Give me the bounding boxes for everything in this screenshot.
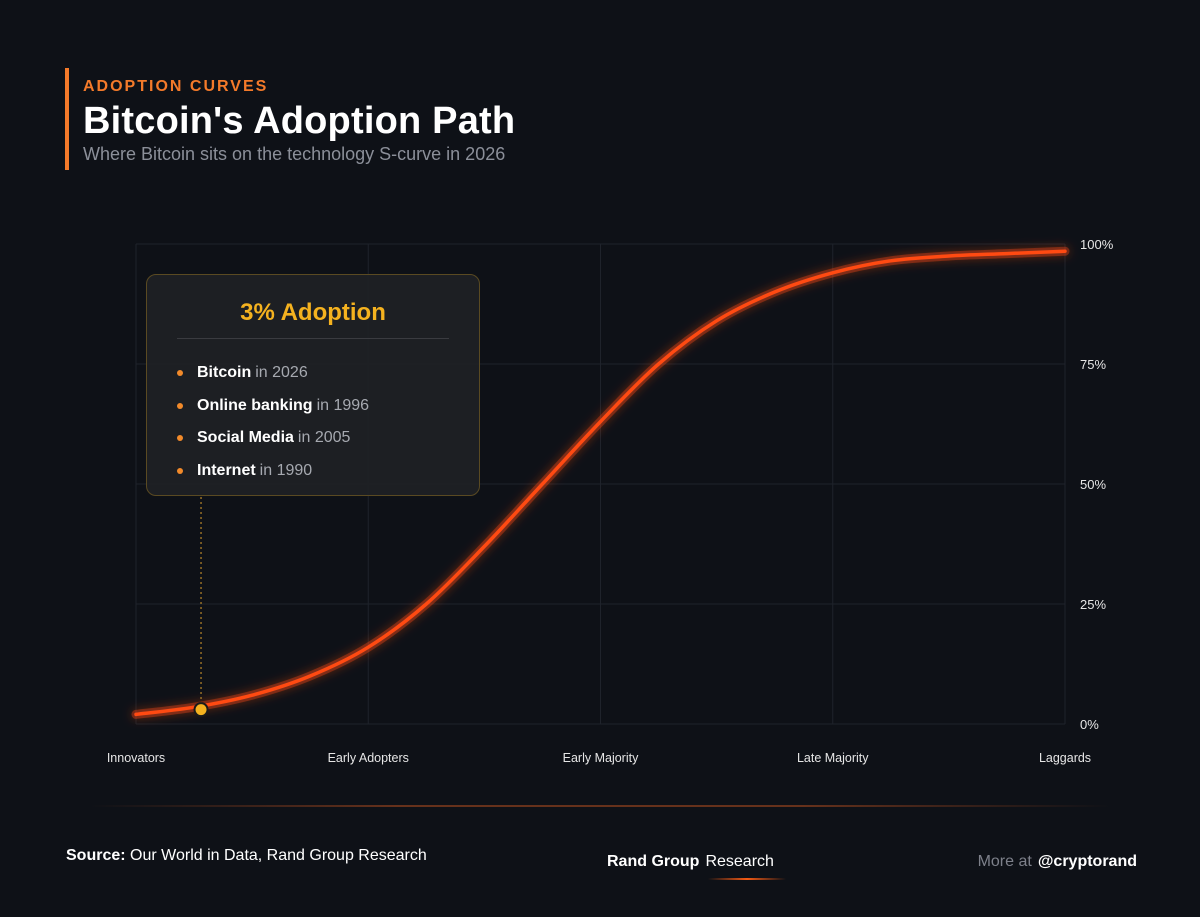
callout-title: 3% Adoption [240, 299, 386, 326]
chart-kicker: ADOPTION CURVES [83, 78, 269, 95]
x-tick-label: Early Majority [563, 751, 639, 765]
highlight-point [193, 702, 209, 718]
x-tick-label: Laggards [1039, 751, 1091, 765]
x-axis: Innovators Early Adopters Early Majority La… [107, 751, 1091, 765]
source-note: Source: Our World in Data, Rand Group Re… [66, 847, 427, 865]
brand-underline [708, 878, 786, 880]
bullet-icon [177, 435, 183, 442]
y-tick-label: 0% [1080, 717, 1099, 732]
chart-title: Bitcoin's Adoption Path [83, 100, 516, 142]
bullet-icon [177, 467, 183, 474]
x-tick-label: Late Majority [797, 751, 869, 765]
x-tick-label: Early Adopters [328, 751, 409, 765]
bullet-icon [177, 402, 183, 409]
brand-name: Rand Group [607, 853, 700, 870]
callout-divider [177, 338, 449, 339]
brand-sub: Research [705, 853, 774, 870]
y-tick-label: 75% [1080, 357, 1106, 372]
source-label: Source: [66, 847, 126, 864]
callout-item-bitcoin: Bitcoin in 2026 [177, 357, 479, 390]
bullet-icon [177, 370, 183, 377]
more-handle[interactable]: @cryptorand [1037, 853, 1137, 870]
callout-item-name: Internet [197, 461, 256, 479]
callout-item-name: Online banking [197, 396, 313, 414]
brand-logo: Rand Group Research [607, 853, 774, 871]
callout-item-year: in 2005 [297, 429, 351, 447]
callout-item-online-banking: Online banking in 1996 [177, 390, 479, 423]
y-tick-label: 25% [1080, 597, 1106, 612]
callout-item-name: Social Media [197, 429, 294, 447]
footer-divider [90, 805, 1110, 807]
y-tick-label: 50% [1080, 477, 1106, 492]
callout-item-year: in 2026 [255, 364, 308, 382]
adoption-callout: 3% Adoption Bitcoin in 2026 Online banki… [146, 274, 480, 496]
marker-layer [193, 497, 209, 718]
curve-layer [131, 246, 1070, 719]
callout-item-year: in 1990 [259, 461, 313, 479]
source-text: Our World in Data, Rand Group Research [130, 847, 427, 864]
more-link[interactable]: More at @cryptorand [978, 853, 1137, 871]
callout-list: Bitcoin in 2026 Online banking in 1996 S… [147, 357, 479, 487]
more-label: More at [977, 853, 1032, 870]
y-axis: 0% 25% 50% 75% 100% [1080, 237, 1114, 732]
callout-item-social-media: Social Media in 2005 [177, 422, 479, 455]
chart-subtitle: Where Bitcoin sits on the technology S-c… [83, 144, 506, 164]
x-tick-label: Innovators [107, 751, 165, 765]
callout-item-year: in 1996 [316, 396, 370, 414]
y-tick-label: 100% [1080, 237, 1114, 252]
callout-item-internet: Internet in 1990 [177, 455, 479, 488]
chart-header: ADOPTION CURVES Bitcoin's Adoption Path … [65, 68, 515, 170]
series-line [134, 249, 1067, 717]
callout-item-name: Bitcoin [197, 364, 252, 382]
